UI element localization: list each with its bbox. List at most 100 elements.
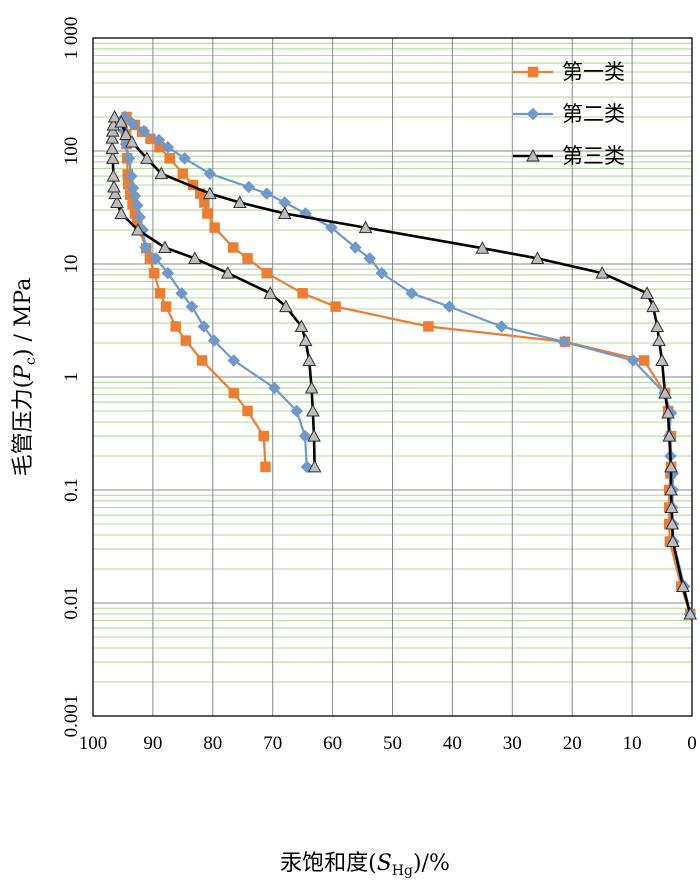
data-point-triangle [232,195,247,209]
data-point-square [177,168,189,179]
data-point-diamond [126,117,139,130]
data-point-diamond [149,252,163,265]
data-point-square [242,253,253,264]
data-point-diamond [152,133,166,147]
data-point-triangle [107,179,121,193]
y-tick-label: 100 [61,137,82,166]
data-point-square [258,430,269,442]
x-tick-labels: 100 90 80 70 60 50 40 30 20 10 0 [79,733,697,754]
data-point-triangle [655,353,669,366]
data-point-triangle [106,169,121,182]
major-gridlines [93,38,692,716]
data-point-triangle [131,222,145,236]
series-line [122,115,692,615]
data-point-triangle [158,240,172,253]
data-point-diamond [260,187,274,200]
data-point-triangle [114,206,128,219]
data-point-triangle [279,299,293,313]
data-point-diamond [443,300,456,313]
data-point-diamond [268,381,281,395]
data-point-diamond [139,241,153,254]
x-tick-label: 10 [623,733,642,754]
x-tick-label: 20 [563,733,582,754]
data-point-square [297,288,308,299]
y-axis-title-tail: ) / MPa [11,278,36,357]
x-tick-label: 40 [443,733,462,754]
data-point-square [160,301,172,312]
data-point-diamond [349,241,362,254]
data-point-triangle [110,195,124,209]
data-point-triangle [640,286,654,299]
data-point-triangle [676,579,690,592]
data-point-triangle [530,251,545,264]
data-point-triangle [105,141,120,155]
data-point-diamond [495,320,508,333]
data-point-square [260,461,271,473]
data-point-diamond [133,210,147,224]
data-point-diamond [298,429,312,443]
x-axis-title: 汞饱和度(SHg)/% [280,851,450,879]
data-point-square [261,267,272,279]
x-tick-label: 0 [687,733,697,754]
data-point-triangle [105,131,120,144]
x-axis-title-main: 汞饱和度( [280,851,377,876]
data-point-diamond [203,167,217,181]
data-point-diamond [290,404,304,418]
data-point-diamond [557,335,571,349]
y-tick-label: 10 [61,255,82,274]
data-point-triangle [683,606,698,620]
data-point-triangle [108,186,123,200]
x-tick-label: 70 [263,733,282,754]
data-point-diamond [161,266,175,280]
data-point-square [196,355,208,366]
legend-entry: 第一类 [513,60,625,84]
data-point-triangle [304,380,319,394]
x-tick-label: 30 [503,733,522,754]
y-axis-title-sub: c [23,357,39,365]
data-point-triangle [665,534,680,548]
data-point-square [242,405,253,417]
data-point-triangle [658,386,672,399]
y-tick-label: 0.1 [61,478,82,502]
data-point-triangle [202,186,217,200]
data-point-triangle [105,124,120,137]
data-point-triangle [114,115,128,128]
data-point-triangle [107,109,122,123]
y-axis-title-main: 毛管压力( [11,380,36,477]
data-point-diamond [161,140,175,154]
data-point-diamond [242,180,256,194]
data-point-triangle [664,482,678,496]
legend-label: 第二类 [562,102,625,126]
data-point-triangle [187,251,202,264]
series-layer [105,109,698,621]
data-point-square [154,288,166,299]
data-point-diamond [363,252,377,265]
data-point-triangle [475,241,490,254]
x-axis-title-sub: Hg [392,863,413,879]
data-point-triangle [119,127,133,140]
data-point-triangle [526,148,540,162]
data-point-square [180,335,192,346]
data-point-diamond [126,181,140,195]
x-tick-label: 100 [79,733,108,754]
data-point-diamond [122,152,136,165]
data-point-diamond [375,266,389,280]
data-point-triangle [650,319,665,332]
series-diamond [117,110,697,621]
data-point-square [638,355,650,366]
data-point-square [164,153,175,164]
legend-label: 第一类 [562,60,625,84]
x-tick-label: 90 [143,733,162,754]
data-point-square [423,321,434,332]
data-point-diamond [626,354,640,367]
data-point-square [228,387,240,399]
data-point-triangle [298,333,313,347]
data-point-triangle [277,206,292,219]
data-point-triangle [140,151,154,164]
data-point-triangle [302,353,317,366]
plot-frame [92,37,693,717]
data-point-triangle [664,459,678,473]
series-square [120,111,696,620]
y-tick-labels: 0.001 0.01 0.1 1 10 100 1 000 [61,17,82,738]
